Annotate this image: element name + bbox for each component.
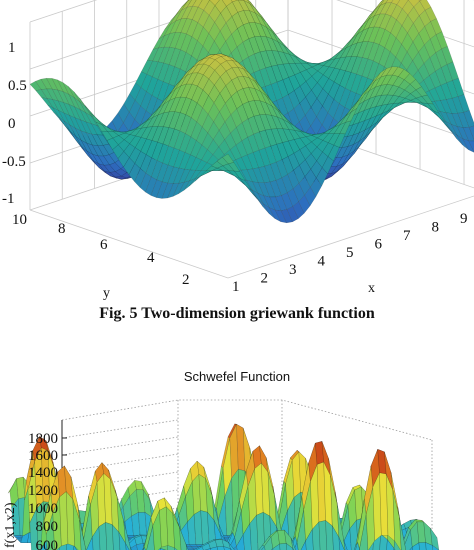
griewank-surface-patch [468,125,474,140]
griewank-y-tick-label: 2 [182,272,190,288]
schwefel-surface-patch [79,520,87,550]
schwefel-z-tick-label: 1600 [28,448,58,464]
griewank-y-tick-label: 4 [147,250,155,266]
schwefel-surface-patch [379,533,388,550]
schwefel-gridline [61,399,433,441]
schwefel-title: Schwefel Function [183,369,291,384]
griewank-floor-edge [29,195,474,279]
schwefel-surface [7,423,440,550]
griewank-surface-patch [187,0,190,2]
griewank-surface-patch [435,31,448,50]
griewank-surface-patch [379,0,389,6]
griewank-x-tick-label: 9 [460,211,468,227]
griewank-y-tick-label: 8 [58,221,66,237]
griewank-surface-patch [424,6,437,22]
griewank-x-tick-label: 8 [432,220,440,236]
schwefel-surface-patch [343,540,348,550]
schwefel-gridline [61,419,179,439]
griewank-surface-patch [391,0,401,5]
griewank-surface-patch [385,0,394,4]
griewank-surface-patch [396,0,409,9]
griewank-z-tick-label: 1 [8,40,16,56]
griewank-z-tick-label: 0.5 [8,78,27,94]
schwefel-z-tick-label: 1800 [28,431,58,447]
schwefel-surface-patch [40,539,48,550]
griewank-x-axis-label: x [368,281,375,296]
griewank-z-tick-label: -1 [2,191,15,207]
schwefel-gridline [61,436,179,456]
schwefel-surface-patch [73,544,77,550]
griewank-x-ticks: 1 2 3 4 5 6 7 8 9 [232,211,468,295]
griewank-surface-patch [418,0,422,2]
griewank-x-tick-label: 7 [403,228,411,244]
schwefel-surface-patch [338,537,345,550]
griewank-y-axis-label: y [103,286,110,300]
schwefel-z-tick-label: 1400 [28,465,58,481]
schwefel-surface-patch [399,518,406,550]
schwefel-z-tick-label: 600 [36,538,59,550]
griewank-x-tick-label: 6 [375,237,383,253]
griewank-z-ticks: 1 0.5 0 -0.5 -1 [2,40,27,207]
griewank-surface-patch [380,0,384,3]
griewank-surface-patch [457,94,470,113]
griewank-y-tick-label: 6 [100,237,108,253]
griewank-surface-patch [419,0,432,11]
schwefel-gridline [61,453,179,473]
griewank-surface-patch [186,0,197,8]
schwefel-z-axis-label: f(x1,x2) [3,502,18,548]
schwefel-gridline [61,471,179,491]
griewank-y-tick-label: 10 [12,212,27,228]
schwefel-surface-patch [228,542,235,550]
griewank-surface-patch [430,18,443,35]
schwefel-surface-patch [130,547,132,550]
schwefel-surface-patch [290,538,296,550]
griewank-surface-patch [468,140,474,153]
schwefel-z-tick-label: 1000 [28,501,58,517]
griewank-surface-patch [446,61,459,81]
schwefel-surface-patch [142,547,145,550]
schwefel-surface-patch [186,544,189,550]
griewank-surface-patch [452,77,465,97]
griewank-z-tick-label: 0 [8,116,16,132]
griewank-x-tick-label: 2 [261,271,269,287]
griewank-y-ticks: 2 4 6 8 10 [12,212,190,288]
schwefel-surface-patch [386,539,395,550]
fig5-caption: Fig. 5 Two-dimension griewank function [99,305,375,322]
griewank-x-tick-label: 3 [289,262,297,278]
griewank-x-tick-label: 5 [346,245,354,261]
griewank-x-tick-label: 1 [232,279,240,295]
schwefel-z-tick-label: 1200 [28,483,58,499]
schwefel-surface-patch [432,545,440,550]
griewank-surface [29,0,474,224]
griewank-surface-patch [441,46,454,65]
schwefel-z-tick-label: 800 [36,519,59,535]
griewank-x-tick-label: 4 [318,254,326,270]
griewank-z-tick-label: -0.5 [2,154,26,170]
griewank-surface-patch [463,110,474,128]
